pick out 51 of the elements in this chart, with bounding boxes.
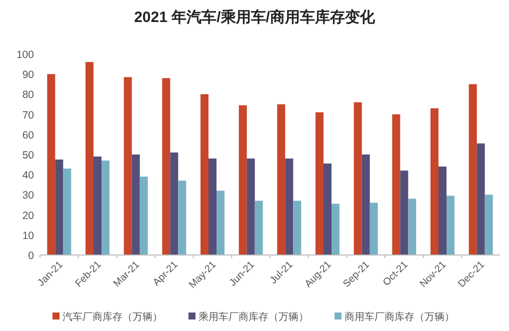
bar — [438, 166, 446, 255]
bar — [162, 78, 170, 255]
bar — [468, 84, 477, 255]
chart-title: 2021 年汽车/乘用车/商用车库存变化 — [134, 8, 376, 26]
bar — [446, 196, 454, 255]
bar — [216, 190, 224, 255]
bar — [476, 143, 485, 255]
legend-label: 商用车厂商库存（万辆） — [344, 311, 454, 323]
bar — [63, 168, 72, 255]
bar — [124, 77, 132, 255]
bar — [132, 154, 140, 255]
bar — [400, 170, 408, 255]
y-tick-label: 90 — [22, 69, 34, 82]
bar — [102, 160, 110, 255]
bar — [170, 152, 178, 255]
bar — [178, 180, 186, 255]
bar — [484, 194, 493, 255]
bar — [354, 102, 362, 255]
bar — [246, 158, 255, 255]
y-tick-label: 30 — [22, 190, 34, 202]
bar — [293, 200, 302, 255]
y-tick-label: 10 — [22, 230, 34, 242]
bar — [316, 112, 324, 255]
bar — [200, 94, 208, 255]
bar — [285, 158, 294, 255]
legend-label: 乘用车厂商库存（万辆） — [198, 311, 308, 323]
bar — [362, 154, 370, 255]
y-tick-label: 20 — [22, 210, 34, 222]
y-tick-label: 80 — [22, 89, 34, 102]
bar — [208, 158, 216, 255]
bar — [392, 114, 400, 255]
y-tick-label: 60 — [22, 129, 34, 142]
bar — [94, 156, 102, 255]
bar — [408, 198, 416, 255]
bar — [277, 104, 286, 255]
y-tick-label: 70 — [22, 109, 34, 122]
bar — [430, 108, 438, 255]
bar — [332, 204, 340, 255]
y-tick-label: 0 — [28, 250, 34, 262]
legend-label: 汽车厂商库存（万辆） — [62, 311, 162, 323]
bar — [370, 202, 378, 255]
bar — [254, 200, 263, 255]
bar — [324, 164, 332, 255]
bar — [55, 160, 64, 255]
bar — [140, 176, 148, 255]
y-tick-label: 100 — [16, 49, 34, 61]
y-tick-label: 40 — [22, 170, 34, 182]
bar — [47, 74, 56, 255]
y-tick-label: 50 — [22, 150, 34, 162]
bar — [238, 105, 247, 255]
bar — [86, 62, 94, 255]
